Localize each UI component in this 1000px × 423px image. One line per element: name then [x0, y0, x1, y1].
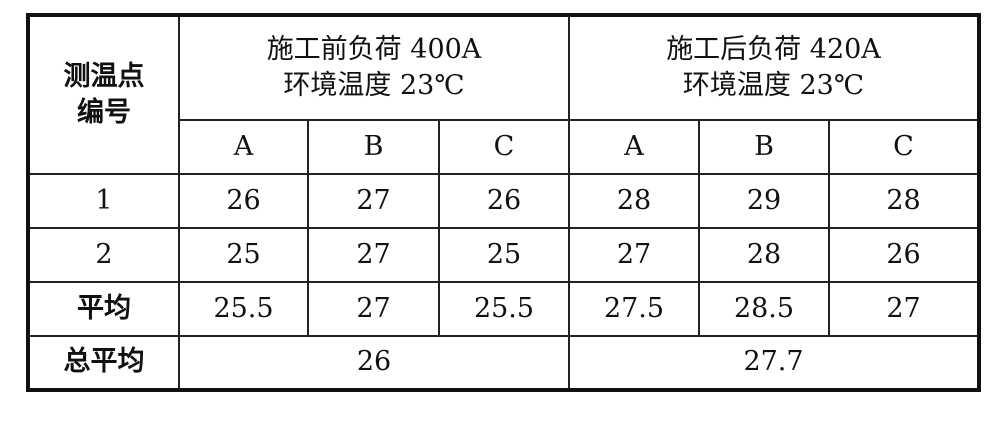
total-row: 总平均 26 27.7 [27, 335, 980, 391]
group-header-before: 施工前负荷 400A 环境温度 23℃ [178, 14, 570, 121]
group-header-line2: 环境温度 23℃ [283, 70, 465, 101]
cell: 27 [307, 281, 440, 337]
row-label: 2 [27, 227, 180, 283]
phase-header: C [438, 119, 570, 175]
cell: 25.5 [178, 281, 309, 337]
cell: 26 [828, 227, 980, 283]
cell: 26 [438, 173, 570, 229]
table-row: 1 26 27 26 28 29 28 [27, 173, 980, 229]
temperature-table: 测温点 编号 施工前负荷 400A 环境温度 23℃ 施工后负荷 420A 环境… [26, 13, 981, 392]
cell: 25 [438, 227, 570, 283]
row-label: 1 [27, 173, 180, 229]
corner-header: 测温点 编号 [27, 14, 180, 175]
row-label: 总平均 [27, 335, 180, 391]
cell: 28 [698, 227, 830, 283]
phase-header: A [568, 119, 700, 175]
table-row: 2 25 27 25 27 28 26 [27, 227, 980, 283]
corner-header-line2: 编号 [77, 97, 131, 128]
phase-header: B [307, 119, 440, 175]
cell: 27 [828, 281, 980, 337]
phase-header: A [178, 119, 309, 175]
group-header-after: 施工后负荷 420A 环境温度 23℃ [568, 14, 980, 121]
corner-header-line1: 测温点 [63, 60, 145, 92]
group-header-line1: 施工后负荷 420A [666, 33, 881, 65]
total-before: 26 [178, 335, 570, 391]
row-label: 平均 [27, 281, 180, 337]
table-row: 平均 25.5 27 25.5 27.5 28.5 27 [27, 281, 980, 337]
group-header-line2: 环境温度 23℃ [682, 70, 865, 101]
cell: 25.5 [438, 281, 570, 337]
cell: 27 [307, 173, 440, 229]
cell: 27.5 [568, 281, 700, 337]
phase-header: C [828, 119, 980, 175]
total-after: 27.7 [568, 335, 980, 391]
cell: 27 [568, 227, 700, 283]
cell: 28 [568, 173, 700, 229]
cell: 27 [307, 227, 440, 283]
cell: 26 [178, 173, 309, 229]
phase-header: B [698, 119, 830, 175]
cell: 29 [698, 173, 830, 229]
cell: 25 [178, 227, 309, 283]
cell: 28 [828, 173, 980, 229]
group-header-line1: 施工前负荷 400A [266, 33, 482, 65]
cell: 28.5 [698, 281, 830, 337]
